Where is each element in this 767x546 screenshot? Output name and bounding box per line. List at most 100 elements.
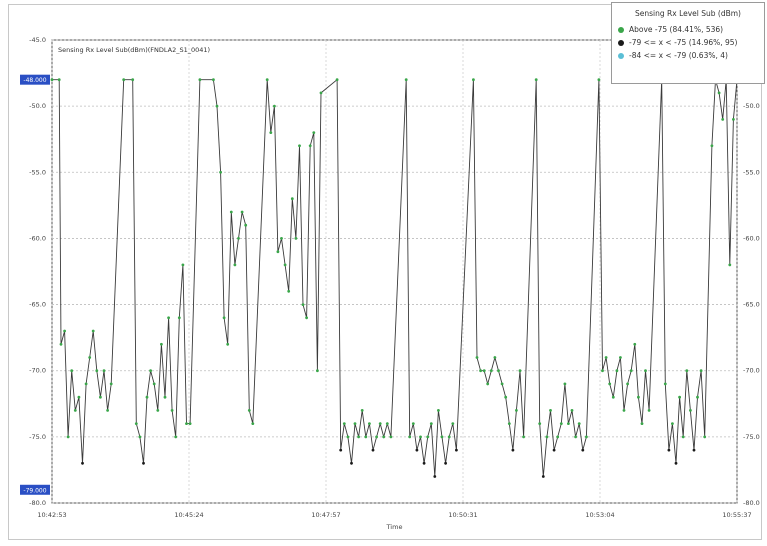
y-tick-label-right: -65.0 (743, 301, 760, 309)
legend-item-low[interactable]: -84 <= x < -79 (0.63%, 4) (612, 49, 764, 62)
data-point (732, 118, 735, 121)
data-point (515, 409, 518, 412)
data-point (244, 223, 248, 227)
x-tick-label: 10:45:24 (174, 511, 203, 519)
data-point (717, 91, 721, 95)
selection-markers: -48.000 -79.000 (20, 74, 50, 495)
data-point (429, 422, 433, 425)
legend-item-above[interactable]: Above -75 (84.41%, 536) (612, 23, 764, 36)
data-point (177, 316, 181, 320)
data-point (163, 395, 167, 399)
data-point (283, 263, 287, 267)
data-point (581, 448, 585, 452)
legend-label: -79 <= x < -75 (14.96%, 95) (629, 38, 738, 47)
data-point (198, 78, 202, 82)
data-point (66, 435, 70, 439)
data-point (455, 448, 458, 452)
data-point (247, 409, 251, 412)
data-point (57, 78, 61, 82)
data-point (728, 263, 732, 267)
data-point (511, 448, 515, 452)
data-point (678, 395, 681, 399)
data-point (389, 435, 393, 439)
data-point (319, 91, 323, 95)
data-point (622, 409, 626, 412)
x-tick-label: 10:55:37 (722, 511, 751, 519)
data-point (545, 435, 549, 439)
data-point (721, 118, 725, 121)
legend[interactable]: Sensing Rx Level Sub (dBm) Above -75 (84… (611, 2, 765, 84)
data-point (637, 395, 640, 399)
data-point (301, 303, 305, 306)
x-tick-label: 10:47:57 (311, 511, 340, 519)
data-point (339, 448, 343, 452)
data-point (73, 409, 77, 412)
selection-bottom-label-box (20, 484, 50, 495)
data-point (633, 342, 637, 346)
data-point (84, 382, 88, 386)
data-point (541, 475, 545, 478)
data-point (149, 369, 153, 373)
data-point (251, 422, 255, 425)
data-point (219, 170, 223, 174)
data-point (280, 237, 283, 240)
data-point (59, 342, 63, 346)
data-point (482, 369, 486, 373)
data-point (174, 435, 178, 439)
data-point (534, 78, 538, 82)
data-point (181, 263, 185, 267)
y-tick-label-right: -50.0 (743, 102, 760, 110)
data-point (681, 435, 685, 439)
data-point (188, 422, 192, 425)
plot-area (51, 39, 738, 504)
data-point (63, 329, 66, 333)
y-tick-label-left: -60.0 (29, 234, 46, 242)
data-point (106, 409, 109, 412)
selection-top-label-box (20, 74, 50, 85)
data-point (597, 78, 601, 82)
data-point (549, 409, 552, 412)
data-point (647, 409, 651, 412)
data-point (710, 144, 714, 148)
data-point (138, 435, 142, 439)
legend-swatch-black (618, 39, 624, 46)
data-point (611, 395, 615, 399)
data-point (559, 422, 563, 425)
data-point (353, 422, 357, 425)
data-point (50, 78, 54, 82)
data-point (167, 316, 171, 320)
data-point (378, 422, 382, 425)
data-point (237, 237, 240, 240)
data-point (131, 78, 135, 82)
series-label: Sensing Rx Level Sub(dBm)(FNDLA2_S1_0041… (58, 46, 211, 54)
data-point (342, 422, 346, 425)
data-point (419, 435, 422, 439)
data-point (88, 356, 92, 359)
y-tick-label-left: -50.0 (29, 102, 46, 110)
data-point (626, 382, 629, 386)
legend-item-mid[interactable]: -79 <= x < -75 (14.96%, 95) (612, 36, 764, 49)
data-point (619, 356, 622, 359)
data-point (518, 369, 522, 373)
data-point (122, 78, 126, 82)
data-point (567, 422, 570, 425)
data-point (385, 422, 389, 425)
data-point (357, 435, 360, 439)
data-point (699, 369, 703, 373)
data-point (507, 422, 511, 425)
data-point (552, 448, 556, 452)
plot-border (51, 39, 738, 504)
legend-label: Above -75 (84.41%, 536) (629, 25, 724, 34)
data-point (371, 448, 375, 452)
data-point (91, 329, 95, 333)
selection-top-label: -48.000 (23, 77, 46, 84)
data-point (294, 237, 298, 240)
data-point (350, 461, 353, 465)
x-axis-title: Time (386, 523, 403, 531)
data-point (500, 382, 504, 386)
y-tick-label-right: -70.0 (743, 367, 760, 375)
data-point (556, 435, 560, 439)
y-tick-label-right: -60.0 (743, 234, 760, 242)
data-point (290, 197, 294, 201)
